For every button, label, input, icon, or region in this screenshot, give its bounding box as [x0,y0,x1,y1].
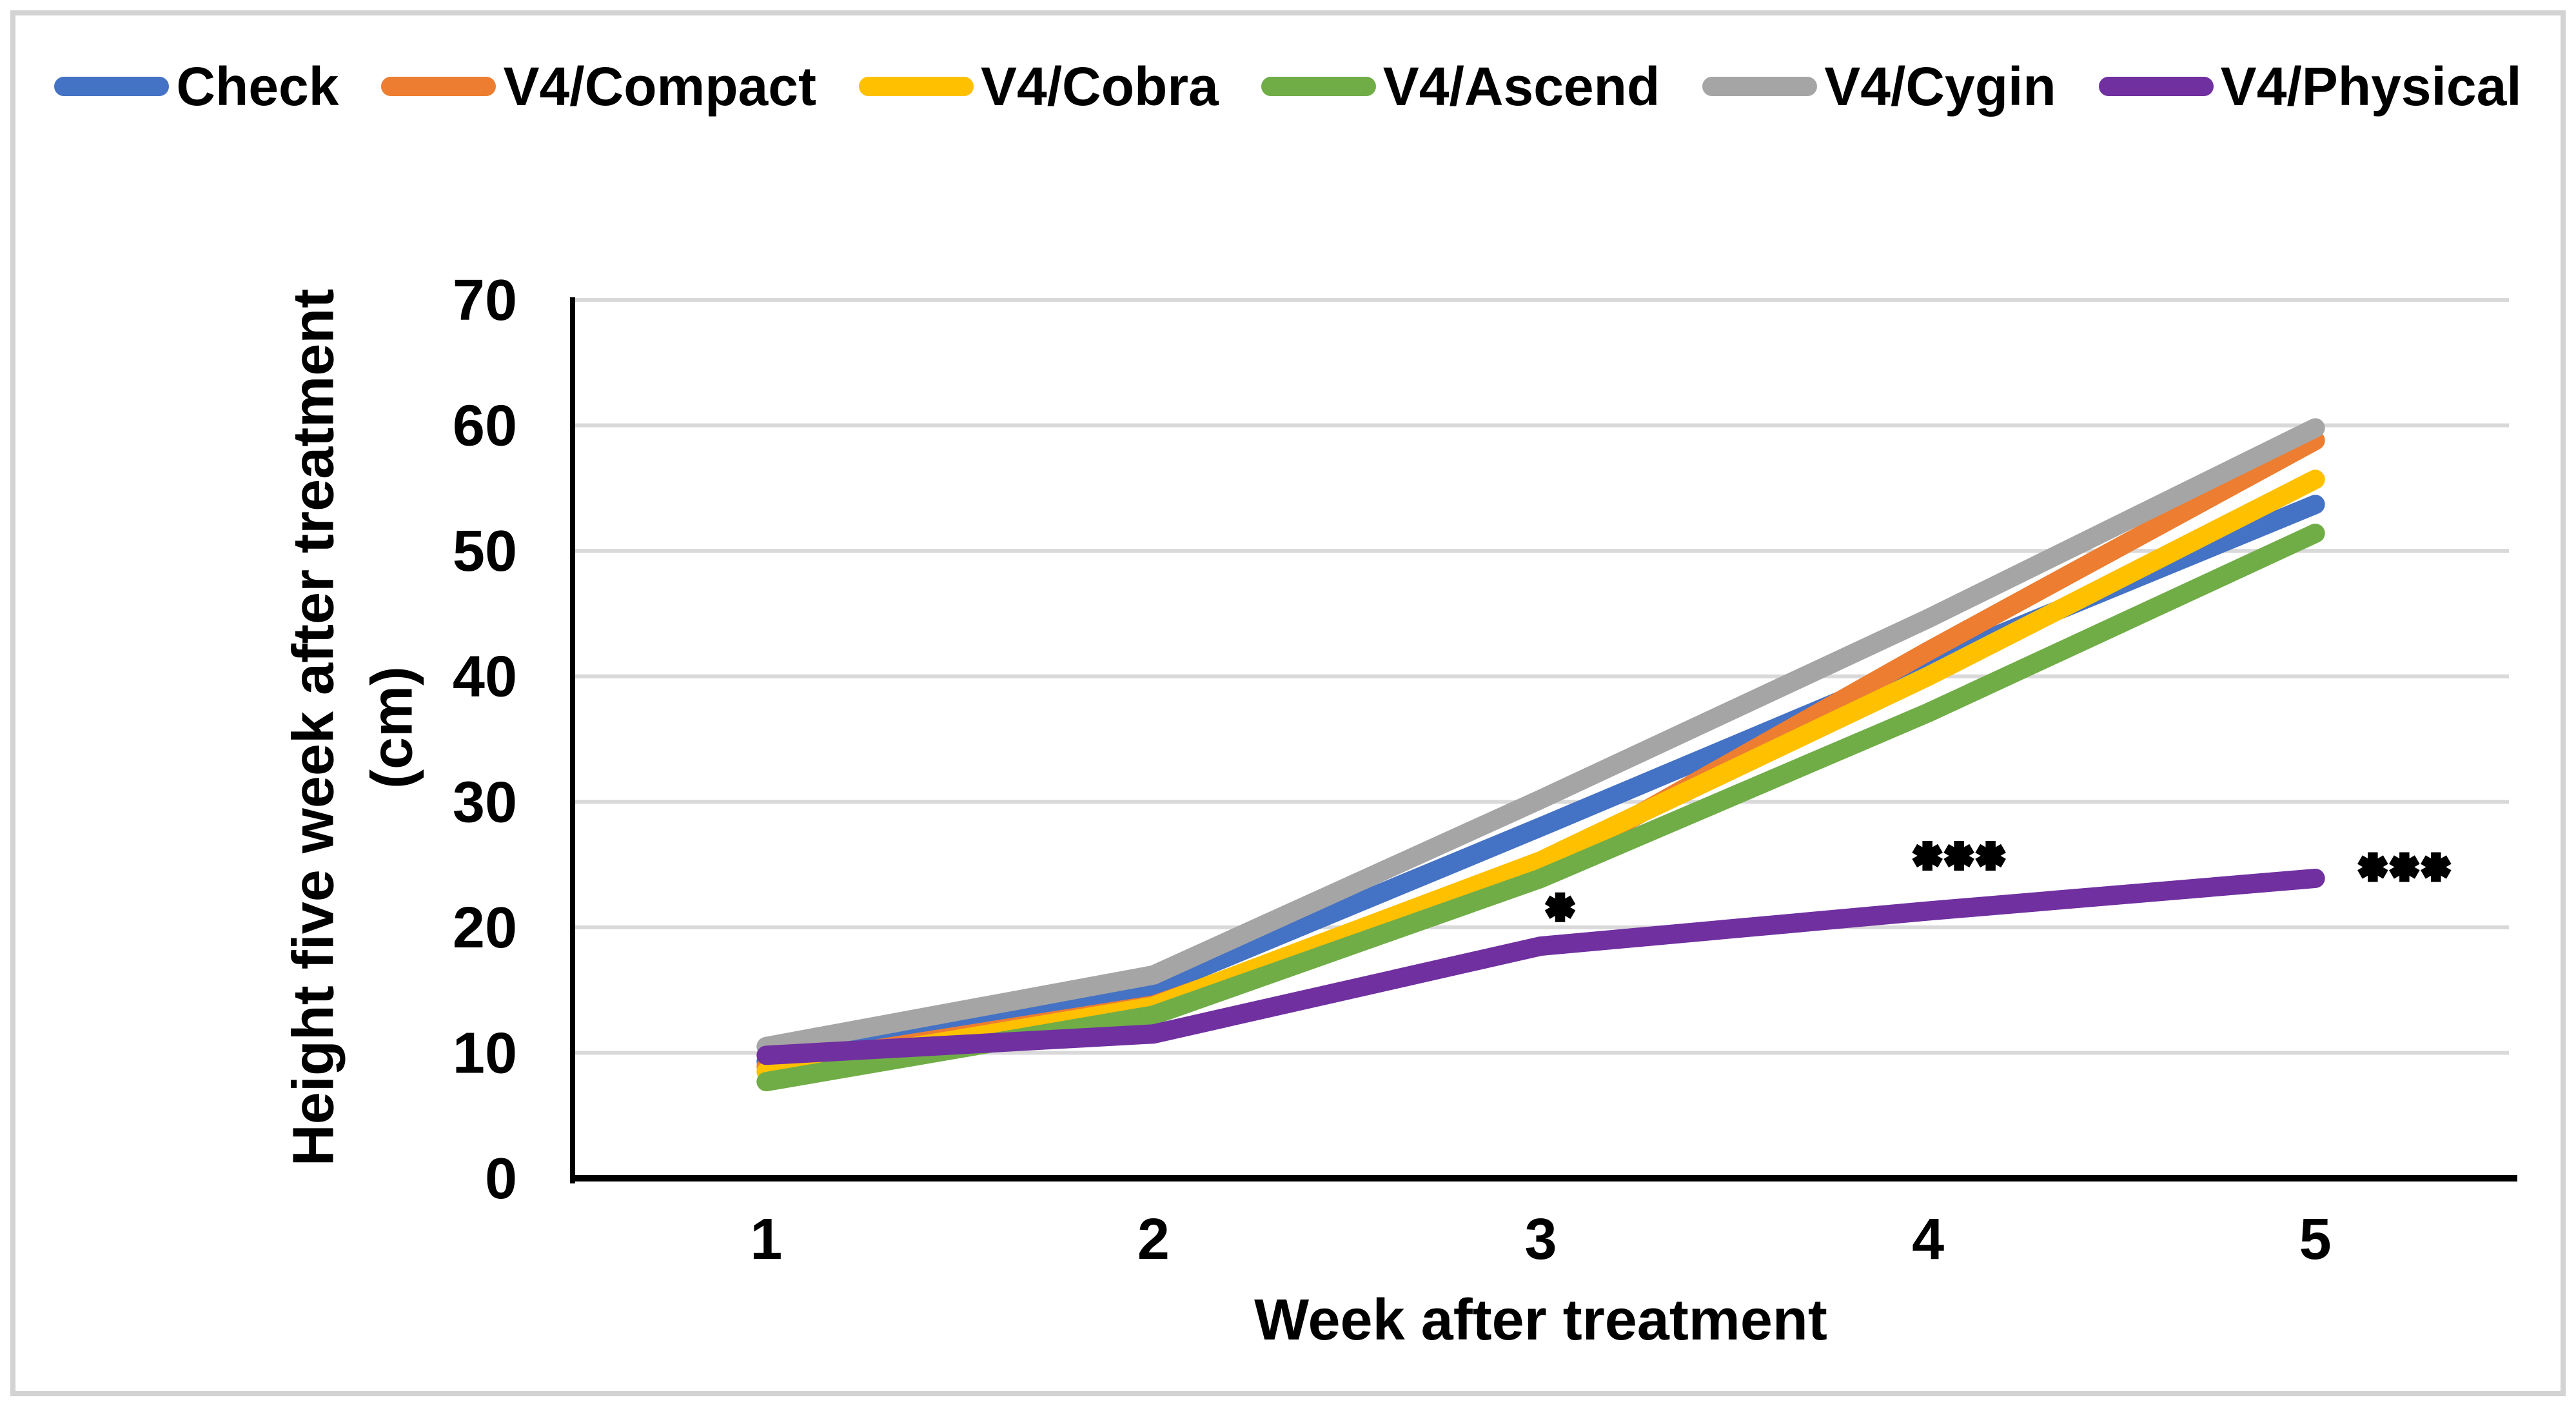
legend-label: V4/Cygin [1824,56,2056,117]
gridline [575,925,2509,929]
legend-label: V4/Cobra [980,56,1219,117]
gridline [575,549,2509,553]
legend-item-v4-physical: V4/Physical [2098,56,2522,117]
legend-line-swatch [381,77,497,97]
y-tick-label: 40 [453,645,517,709]
legend-line-swatch [54,77,170,97]
gridline [575,674,2509,678]
gridline [575,423,2509,428]
legend-label: V4/Physical [2220,56,2522,117]
legend-label: V4/Ascend [1382,56,1660,117]
y-tick-label: 20 [453,896,517,960]
legend-line-swatch [858,77,974,97]
y-tick-label: 70 [453,268,517,333]
annotation-star-star-star [1912,840,2006,871]
series-line-v4-physical [756,868,2325,1065]
y-tick-label: 0 [485,1147,517,1211]
asterisk-icon [2357,852,2388,882]
asterisk-icon [1912,840,1943,871]
x-axis-title: Week after treatment [1254,1288,1827,1352]
legend-line-swatch [1261,77,1376,97]
x-tick-label: 4 [1912,1207,1944,1272]
asterisk-icon [1943,840,1974,871]
legend-label: V4/Compact [503,56,816,117]
asterisk-icon [2421,852,2452,882]
x-tick-label: 3 [1524,1207,1557,1272]
legend-item-v4-compact: V4/Compact [381,57,816,116]
legend-item-v4-cobra: V4/Cobra [858,56,1219,117]
y-tick-label: 60 [453,394,517,459]
legend-line-swatch [1702,77,1818,97]
y-tick-label: 10 [453,1021,517,1085]
y-tick-label: 50 [453,519,517,584]
y-axis-line [570,297,575,1183]
x-axis-line [570,1175,2517,1182]
legend-item-v4-ascend: V4/Ascend [1261,57,1660,116]
legend: Check V4/Compact V4/Cobra V4/Ascend V4/Cygin… [0,57,2576,116]
legend-line-swatch [2098,77,2214,97]
x-tick-label: 2 [1137,1207,1170,1272]
legend-item-v4-cygin: V4/Cygin [1702,57,2056,116]
x-tick-label: 5 [2299,1207,2332,1272]
series-line-v4-cygin [756,418,2325,1056]
x-tick-label: 1 [750,1207,782,1272]
gridline [575,1051,2509,1055]
legend-label: Check [176,56,339,117]
asterisk-icon [2389,852,2420,882]
legend-item-check: Check [54,57,339,116]
gridline [575,298,2509,302]
annotation-star-star-star [2357,852,2452,882]
asterisk-icon [1544,892,1576,922]
y-tick-label: 30 [453,770,517,835]
asterisk-icon [1975,840,2006,871]
annotation-star [1544,892,1576,922]
